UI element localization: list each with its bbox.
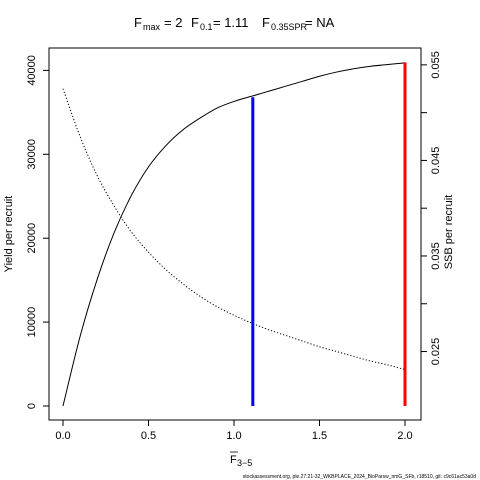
y-left-tick-label: 40000 [26,55,38,86]
footer-source: stockassessment.org, ple.27.21-32_WKBPLA… [243,474,476,480]
y-left-axis-title: Yield per recruit [3,196,15,273]
y-right-tick-label: 0.025 [430,338,442,366]
title-f01-sub: 0.1 [200,22,213,32]
series-layer [62,62,406,407]
y-left-tick-label: 10000 [26,307,38,338]
chart-title: F max = 2 F 0.1 = 1.11 F 0.35SPR = NA [134,15,335,32]
title-f01-label: F [191,15,199,30]
plot-frame [48,47,422,421]
title-f01-value: = 1.11 [213,15,249,30]
title-fmax-label: F [134,15,142,30]
y-left-axis: 0 10000 20000 30000 40000 [26,55,49,409]
title-fspr-label: F [262,15,270,30]
x-axis: 0.0 0.5 1.0 1.5 2.0 [55,420,413,442]
y-right-tick-label: 0.035 [430,242,442,270]
title-fspr-sub: 0.35SPR [271,22,308,32]
y-left-tick-label: 30000 [26,139,38,170]
x-tick-label: 1.5 [312,430,327,442]
x-tick-label: 1.0 [226,430,241,442]
y-right-axis: 0.025 0.035 0.045 0.055 [421,51,442,365]
y-left-tick-label: 0 [26,403,38,409]
yield-per-recruit-line [62,62,406,407]
y-right-axis-title: SSB per recruit [443,195,455,270]
y-right-tick-label: 0.045 [430,147,442,175]
x-tick-label: 2.0 [397,430,412,442]
title-fmax-sub: max [143,22,161,32]
ssb-per-recruit-line [62,88,406,371]
y-right-tick-label: 0.055 [430,51,442,79]
title-fmax-value: = 2 [164,15,182,30]
y-left-tick-label: 20000 [26,223,38,254]
reference-lines [251,62,407,406]
x-axis-title-sub: 3−5 [237,458,252,468]
x-tick-label: 0.5 [141,430,156,442]
x-axis-title: F [230,454,237,466]
title-fspr-value: = NA [305,15,335,30]
x-tick-label: 0.0 [55,430,70,442]
